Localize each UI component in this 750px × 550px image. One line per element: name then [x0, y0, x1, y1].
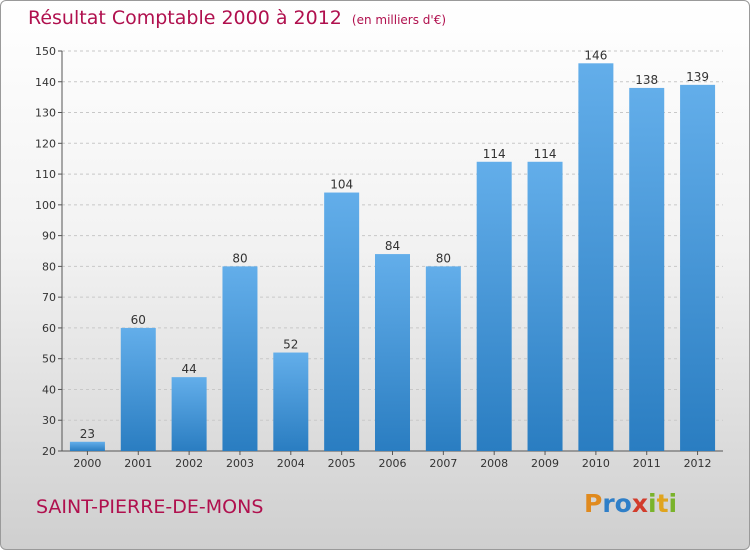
- chart-title-text: Résultat Comptable 2000 à 2012: [28, 7, 342, 29]
- y-tick-label: 90: [42, 230, 56, 243]
- data-label: 84: [385, 239, 400, 253]
- labels: 20 30 40 50 60 70 80 90 100 110 120 130 140 150 23 2000…: [35, 45, 712, 470]
- y-tick-label: 20: [42, 445, 56, 458]
- y-tick-label: 100: [35, 199, 56, 212]
- y-tick-label: 80: [42, 260, 56, 273]
- x-tick-label: 2011: [633, 457, 661, 470]
- chart-subtitle: (en milliers d'€): [351, 13, 447, 27]
- y-tick-label: 30: [42, 414, 56, 427]
- data-label: 114: [534, 147, 557, 161]
- bars: [69, 63, 716, 452]
- x-tick-label: 2008: [480, 457, 508, 470]
- data-label: 138: [635, 73, 658, 87]
- bar: [425, 266, 461, 451]
- y-tick-label: 140: [35, 76, 56, 89]
- x-tick-label: 2006: [379, 457, 407, 470]
- bar: [578, 63, 614, 452]
- y-tick-label: 60: [42, 322, 56, 335]
- logo-letter: P: [584, 489, 603, 518]
- y-tick-label: 40: [42, 383, 56, 396]
- bar: [171, 377, 207, 451]
- data-label: 52: [283, 338, 298, 352]
- y-tick-label: 120: [35, 137, 56, 150]
- x-tick-label: 2009: [531, 457, 559, 470]
- x-tick-label: 2010: [582, 457, 610, 470]
- bar: [69, 441, 105, 451]
- logo-letter: i: [668, 489, 678, 518]
- logo-letter: x: [631, 489, 648, 518]
- logo-letter: t: [656, 489, 669, 518]
- x-tick-label: 2003: [226, 457, 254, 470]
- data-label: 104: [330, 178, 353, 192]
- bar: [324, 192, 360, 452]
- bar: [476, 161, 512, 451]
- x-tick-label: 2004: [277, 457, 305, 470]
- bar: [527, 161, 563, 451]
- logo-letter: r: [602, 489, 615, 518]
- logo-letter: o: [614, 489, 632, 518]
- y-tick-label: 70: [42, 291, 56, 304]
- proxiti-logo: Proxiti: [584, 489, 677, 518]
- bar: [273, 352, 309, 451]
- data-label: 114: [483, 147, 506, 161]
- chart-title: Résultat Comptable 2000 à 2012 (en millie…: [28, 7, 446, 29]
- data-label: 44: [181, 362, 196, 376]
- data-label: 80: [436, 251, 451, 265]
- x-tick-label: 2012: [684, 457, 712, 470]
- x-tick-label: 2002: [175, 457, 203, 470]
- x-tick-label: 2005: [328, 457, 356, 470]
- data-label: 146: [584, 48, 607, 62]
- bar: [680, 84, 716, 451]
- data-label: 139: [686, 70, 709, 84]
- x-tick-label: 2007: [429, 457, 457, 470]
- x-tick-label: 2000: [73, 457, 101, 470]
- bar: [120, 327, 156, 451]
- logo-letter: i: [648, 489, 657, 518]
- data-label: 60: [131, 313, 146, 327]
- x-tick-label: 2001: [124, 457, 152, 470]
- bar: [375, 254, 410, 451]
- y-tick-label: 130: [35, 107, 56, 120]
- data-label: 80: [232, 251, 247, 265]
- bar: [222, 266, 258, 451]
- data-label: 23: [80, 427, 95, 441]
- y-tick-label: 50: [42, 353, 56, 366]
- bar: [629, 87, 665, 451]
- y-tick-label: 110: [35, 168, 56, 181]
- y-tick-label: 150: [35, 45, 56, 58]
- commune-name: SAINT-PIERRE-DE-MONS: [36, 496, 264, 518]
